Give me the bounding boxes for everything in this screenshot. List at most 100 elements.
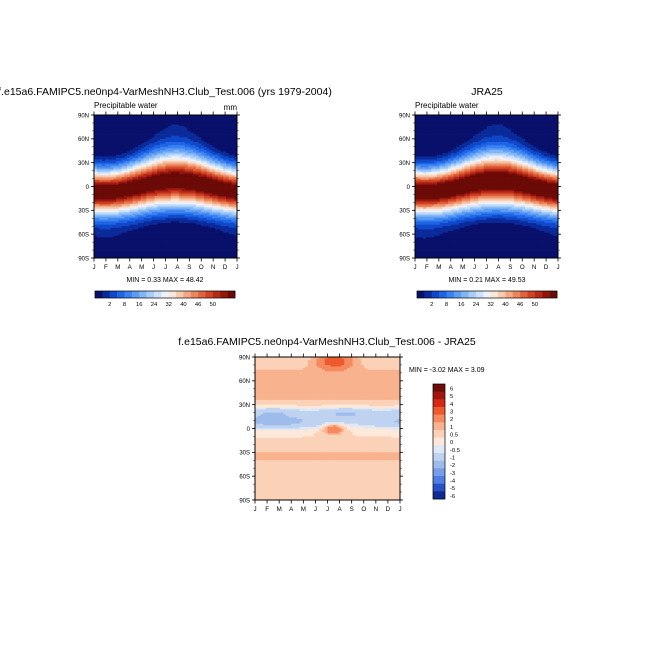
field-cell [121, 194, 125, 197]
field-cell [206, 121, 210, 124]
x-tick-label: J [164, 264, 167, 271]
field-cell [168, 118, 172, 121]
field-cell [173, 219, 177, 222]
field-cell [154, 256, 158, 259]
field-cell [184, 161, 188, 164]
field-cell [184, 219, 188, 222]
field-cell [187, 245, 191, 248]
field-cell [140, 254, 144, 257]
field-cell [143, 183, 147, 186]
field-cell [234, 126, 238, 129]
field-cell [157, 118, 161, 121]
field-cell [209, 122, 213, 125]
field-cell [184, 232, 188, 235]
field-cell [217, 170, 221, 173]
field-cell [121, 237, 125, 240]
field-cell [146, 253, 150, 256]
field-cell [116, 172, 120, 175]
field-cell [228, 124, 232, 127]
field-cell [176, 213, 180, 216]
field-cell [138, 157, 142, 160]
field-cell [505, 116, 509, 119]
field-cell [173, 119, 177, 122]
field-cell [187, 199, 191, 202]
field-cell [140, 159, 144, 162]
field-cell [146, 234, 150, 237]
field-cell [195, 154, 199, 157]
field-cell [160, 254, 164, 257]
field-cell [171, 135, 175, 138]
field-cell [140, 183, 144, 186]
field-cell [160, 219, 164, 222]
field-cell [149, 221, 153, 224]
field-cell [143, 170, 147, 173]
field-cell [201, 129, 205, 132]
field-cell [138, 197, 142, 200]
field-cell [179, 149, 183, 152]
field-cell [179, 159, 183, 162]
field-cell [190, 127, 194, 130]
field-cell [107, 154, 111, 157]
field-cell [215, 229, 219, 232]
field-cell [157, 172, 161, 175]
field-cell [151, 194, 155, 197]
field-cell [140, 192, 144, 195]
field-cell [132, 215, 136, 218]
field-cell [223, 164, 227, 167]
field-cell [157, 122, 161, 125]
field-cell [110, 167, 114, 170]
field-cell [160, 229, 164, 232]
field-cell [201, 189, 205, 192]
field-cell [94, 146, 98, 149]
field-cell [201, 148, 205, 151]
field-cell [135, 250, 139, 252]
field-cell [118, 132, 122, 135]
field-cell [450, 119, 454, 122]
field-cell [138, 148, 142, 151]
field-cell [154, 134, 158, 137]
field-cell [234, 167, 238, 170]
field-cell [212, 196, 216, 198]
field-cell [179, 142, 183, 144]
field-cell [226, 175, 230, 178]
field-cell [173, 146, 177, 149]
field-cell [173, 237, 177, 240]
field-cell [184, 178, 188, 181]
field-cell [184, 237, 188, 240]
field-cell [157, 151, 161, 154]
field-cell [127, 192, 131, 195]
field-cell [217, 188, 221, 191]
field-cell [116, 184, 120, 187]
field-cell [171, 140, 175, 143]
field-cell [143, 127, 147, 130]
field-cell [151, 205, 155, 208]
field-cell [149, 173, 153, 176]
field-cell [99, 183, 103, 186]
field-cell [146, 138, 150, 141]
field-cell [184, 184, 188, 187]
field-cell [182, 157, 186, 160]
field-cell [217, 226, 221, 229]
field-cell [146, 180, 150, 183]
field-cell [223, 122, 227, 125]
field-cell [204, 189, 208, 192]
field-cell [99, 226, 103, 229]
field-cell [110, 230, 114, 233]
field-cell [118, 181, 122, 184]
field-cell [132, 194, 136, 197]
field-cell [212, 248, 216, 251]
field-cell [135, 162, 139, 165]
y-tick-label: 90S [78, 256, 89, 262]
field-cell [217, 148, 221, 151]
field-cell [121, 243, 125, 246]
field-cell [160, 127, 164, 130]
field-cell [116, 256, 120, 259]
field-cell [226, 145, 230, 148]
field-cell [173, 191, 177, 194]
field-cell [198, 245, 202, 248]
field-cell [110, 116, 114, 119]
field-cell [143, 167, 147, 170]
field-cell [173, 159, 177, 162]
field-cell [204, 116, 208, 119]
field-cell [187, 181, 191, 184]
